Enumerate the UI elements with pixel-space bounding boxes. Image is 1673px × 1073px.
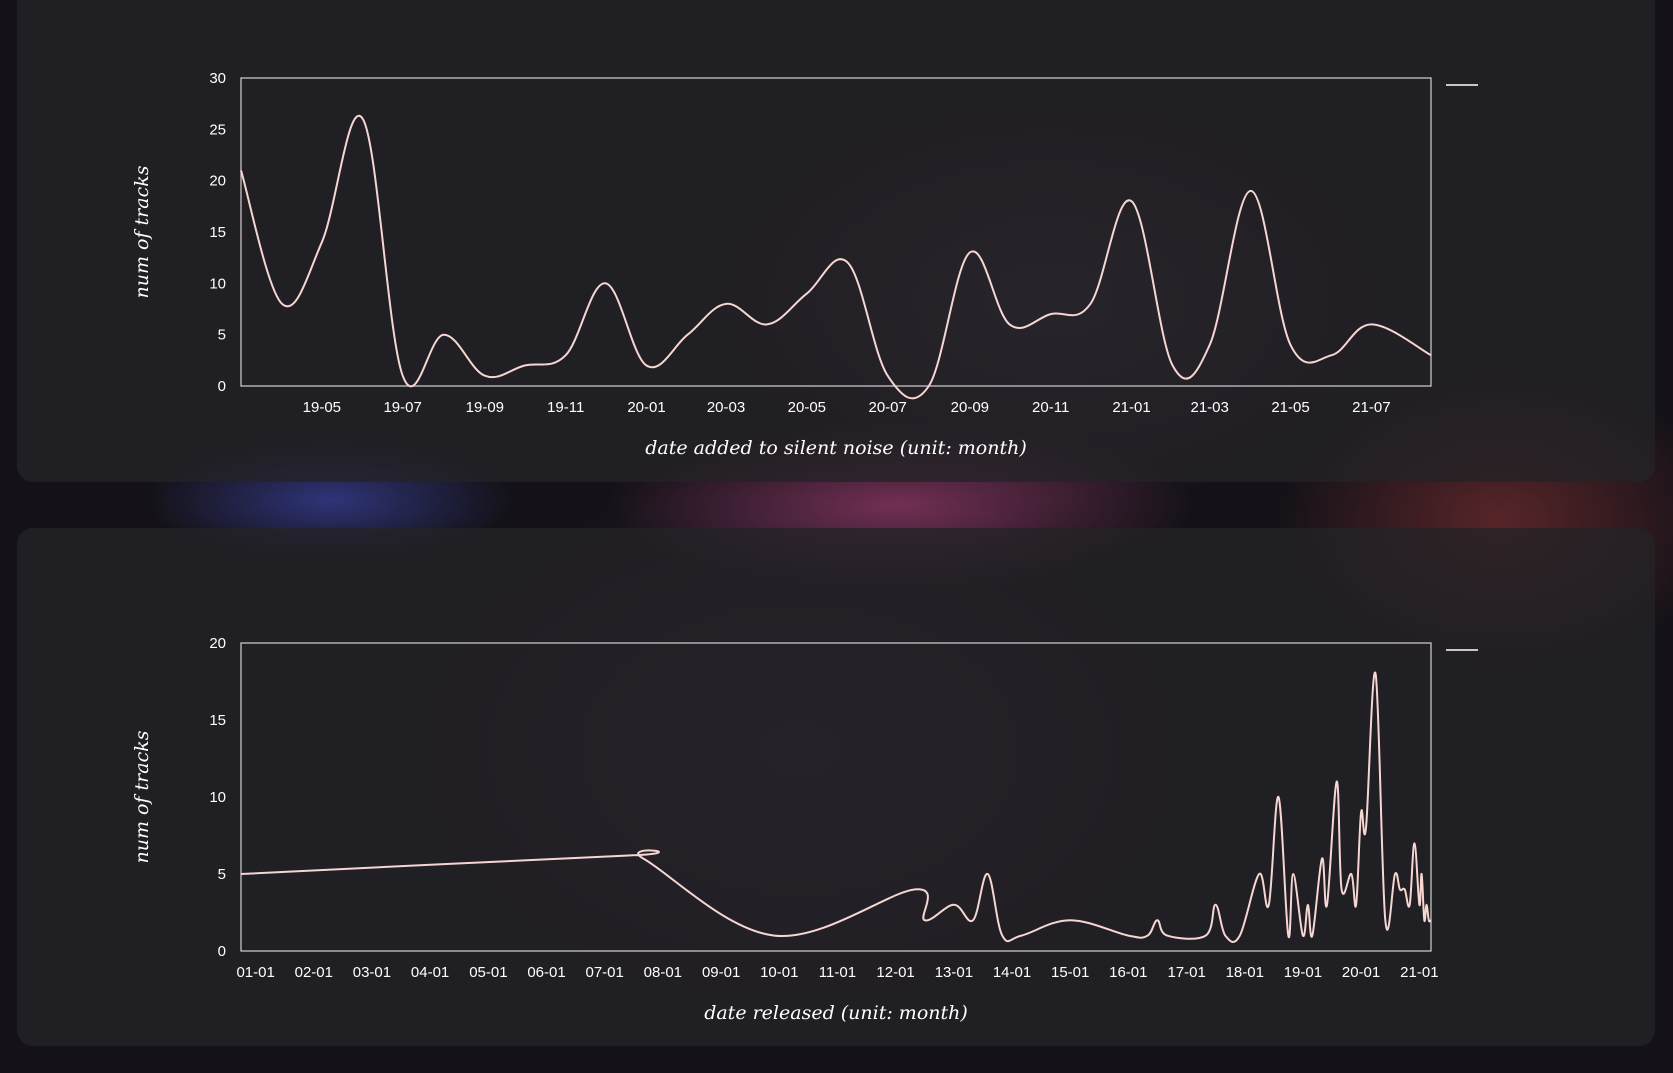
x-tick-label: 20-07 (868, 399, 906, 416)
y-tick-label: 5 (218, 327, 226, 344)
x-tick-label: 21-03 (1191, 399, 1229, 416)
y-tick-label: 10 (209, 275, 226, 292)
x-tick-label: 07-01 (586, 964, 624, 981)
y-tick-label: 30 (209, 70, 226, 87)
y-tick-label: 0 (218, 378, 226, 395)
x-tick-label: 21-01 (1400, 964, 1438, 981)
x-tick-label: 20-11 (1032, 399, 1069, 416)
y-tick-label: 20 (209, 635, 226, 652)
tracks-added-chart: 0 5 10 15 20 25 30 19-05 19-07 19-09 19-11 20-01 20-… (131, 70, 1478, 459)
top-chart-panel: 0 5 10 15 20 25 30 19-05 19-07 19-09 19-11 20-01 20-… (17, 0, 1655, 482)
tracks-released-chart: 0 5 10 15 20 01-01 02-01 03-01 04-01 05-01 06-01 07… (131, 635, 1478, 1024)
x-axis-title: date added to silent noise (unit: month) (645, 437, 1026, 459)
x-tick-label: 01-01 (236, 964, 274, 981)
series-line (240, 114, 1432, 400)
x-tick-label: 16-01 (1109, 964, 1147, 981)
x-tick-label: 20-01 (1342, 964, 1380, 981)
x-tick-label: 06-01 (527, 964, 565, 981)
plot-frame (240, 642, 1432, 952)
y-tick-label: 5 (218, 866, 226, 883)
x-tick-label: 21-05 (1271, 399, 1309, 416)
y-tick-label: 15 (209, 712, 226, 729)
x-tick-label: 02-01 (295, 964, 333, 981)
x-tick-label: 20-03 (707, 399, 745, 416)
x-tick-label: 21-01 (1112, 399, 1150, 416)
x-tick-label: 08-01 (644, 964, 682, 981)
y-tick-label: 25 (209, 121, 226, 138)
y-tick-label: 10 (209, 789, 226, 806)
y-axis-title: num of tracks (131, 730, 153, 863)
x-tick-label: 19-01 (1284, 964, 1322, 981)
x-tick-label: 12-01 (876, 964, 914, 981)
x-tick-label: 20-01 (627, 399, 665, 416)
plot-frame (240, 77, 1432, 387)
x-tick-label: 19-11 (547, 399, 584, 416)
x-tick-label: 13-01 (935, 964, 973, 981)
x-tick-label: 19-09 (466, 399, 504, 416)
y-axis-title: num of tracks (131, 165, 153, 298)
x-tick-label: 19-05 (303, 399, 341, 416)
x-tick-label: 14-01 (993, 964, 1031, 981)
x-tick-label: 21-07 (1352, 399, 1390, 416)
x-axis-title: date released (unit: month) (704, 1002, 968, 1024)
x-tick-label: 17-01 (1167, 964, 1205, 981)
x-tick-label: 03-01 (353, 964, 391, 981)
x-tick-label: 04-01 (411, 964, 449, 981)
x-tick-label: 09-01 (702, 964, 740, 981)
y-tick-label: 0 (218, 943, 226, 960)
x-tick-label: 11-01 (819, 964, 856, 981)
y-tick-label: 15 (209, 224, 226, 241)
series-line (240, 671, 1432, 943)
y-tick-label: 20 (209, 173, 226, 190)
x-tick-label: 19-07 (383, 399, 421, 416)
x-tick-label: 18-01 (1226, 964, 1264, 981)
x-tick-label: 20-05 (788, 399, 826, 416)
x-tick-label: 10-01 (760, 964, 798, 981)
bottom-chart-panel: 0 5 10 15 20 01-01 02-01 03-01 04-01 05-01 06-01 07… (17, 528, 1655, 1046)
x-tick-label: 20-09 (951, 399, 989, 416)
x-tick-label: 05-01 (469, 964, 507, 981)
x-tick-label: 15-01 (1051, 964, 1089, 981)
